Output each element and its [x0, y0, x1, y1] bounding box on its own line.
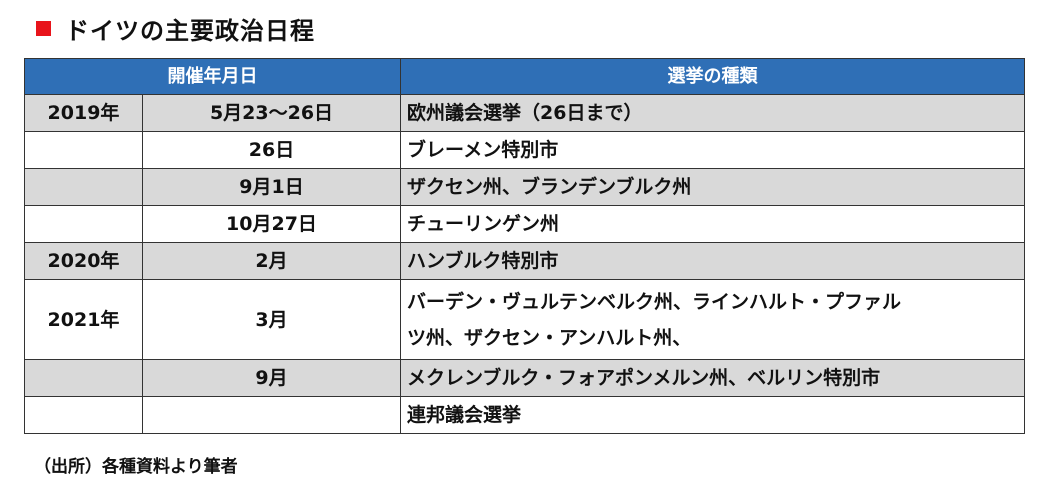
cell-date: 3月	[142, 279, 401, 360]
cell-year	[24, 205, 143, 243]
cell-date: 9月	[142, 359, 401, 397]
table-row: 連邦議会選挙	[24, 396, 1025, 434]
header-type: 選挙の種類	[400, 58, 1025, 95]
table-row: 10月27日 チューリンゲン州	[24, 205, 1025, 243]
table-row: 26日 ブレーメン特別市	[24, 131, 1025, 169]
cell-date: 10月27日	[142, 205, 401, 243]
cell-year	[24, 168, 143, 206]
header-date: 開催年月日	[24, 58, 401, 95]
cell-year	[24, 396, 143, 434]
cell-date: 9月1日	[142, 168, 401, 206]
table-header-row: 開催年月日 選挙の種類	[24, 58, 1025, 95]
cell-type: ハンブルク特別市	[400, 242, 1025, 280]
cell-type: バーデン・ヴュルテンベルク州、ラインハルト・プファル ツ州、ザクセン・アンハルト…	[400, 279, 1025, 360]
table-row: 9月1日 ザクセン州、ブランデンブルク州	[24, 168, 1025, 206]
cell-type: チューリンゲン州	[400, 205, 1025, 243]
cell-year: 2021年	[24, 279, 143, 360]
cell-year	[24, 359, 143, 397]
cell-year: 2020年	[24, 242, 143, 280]
title-marker-icon	[36, 20, 51, 36]
cell-date: 2月	[142, 242, 401, 280]
table-row: 2020年 2月 ハンブルク特別市	[24, 242, 1025, 280]
cell-type: ブレーメン特別市	[400, 131, 1025, 169]
table-row: 9月 メクレンブルク・フォアポンメルン州、ベルリン特別市	[24, 359, 1025, 397]
cell-date: 26日	[142, 131, 401, 169]
cell-type: ザクセン州、ブランデンブルク州	[400, 168, 1025, 206]
table-row: 2021年 3月 バーデン・ヴュルテンベルク州、ラインハルト・プファル ツ州、ザ…	[24, 279, 1025, 360]
cell-type-line: ツ州、ザクセン・アンハルト州、	[407, 326, 692, 349]
schedule-table: 開催年月日 選挙の種類 2019年 5月23～26日 欧州議会選挙（26日まで）…	[24, 58, 1025, 434]
cell-year	[24, 131, 143, 169]
cell-date: 5月23～26日	[142, 94, 401, 132]
page-title: ドイツの主要政治日程	[65, 16, 315, 45]
title-row: ドイツの主要政治日程	[36, 8, 315, 48]
cell-year: 2019年	[24, 94, 143, 132]
cell-type: 欧州議会選挙（26日まで）	[400, 94, 1025, 132]
cell-type-line: バーデン・ヴュルテンベルク州、ラインハルト・プファル	[407, 290, 902, 313]
cell-date	[142, 396, 401, 434]
source-note: （出所）各種資料より筆者	[34, 457, 238, 477]
table-row: 2019年 5月23～26日 欧州議会選挙（26日まで）	[24, 94, 1025, 132]
cell-type: 連邦議会選挙	[400, 396, 1025, 434]
cell-type: メクレンブルク・フォアポンメルン州、ベルリン特別市	[400, 359, 1025, 397]
